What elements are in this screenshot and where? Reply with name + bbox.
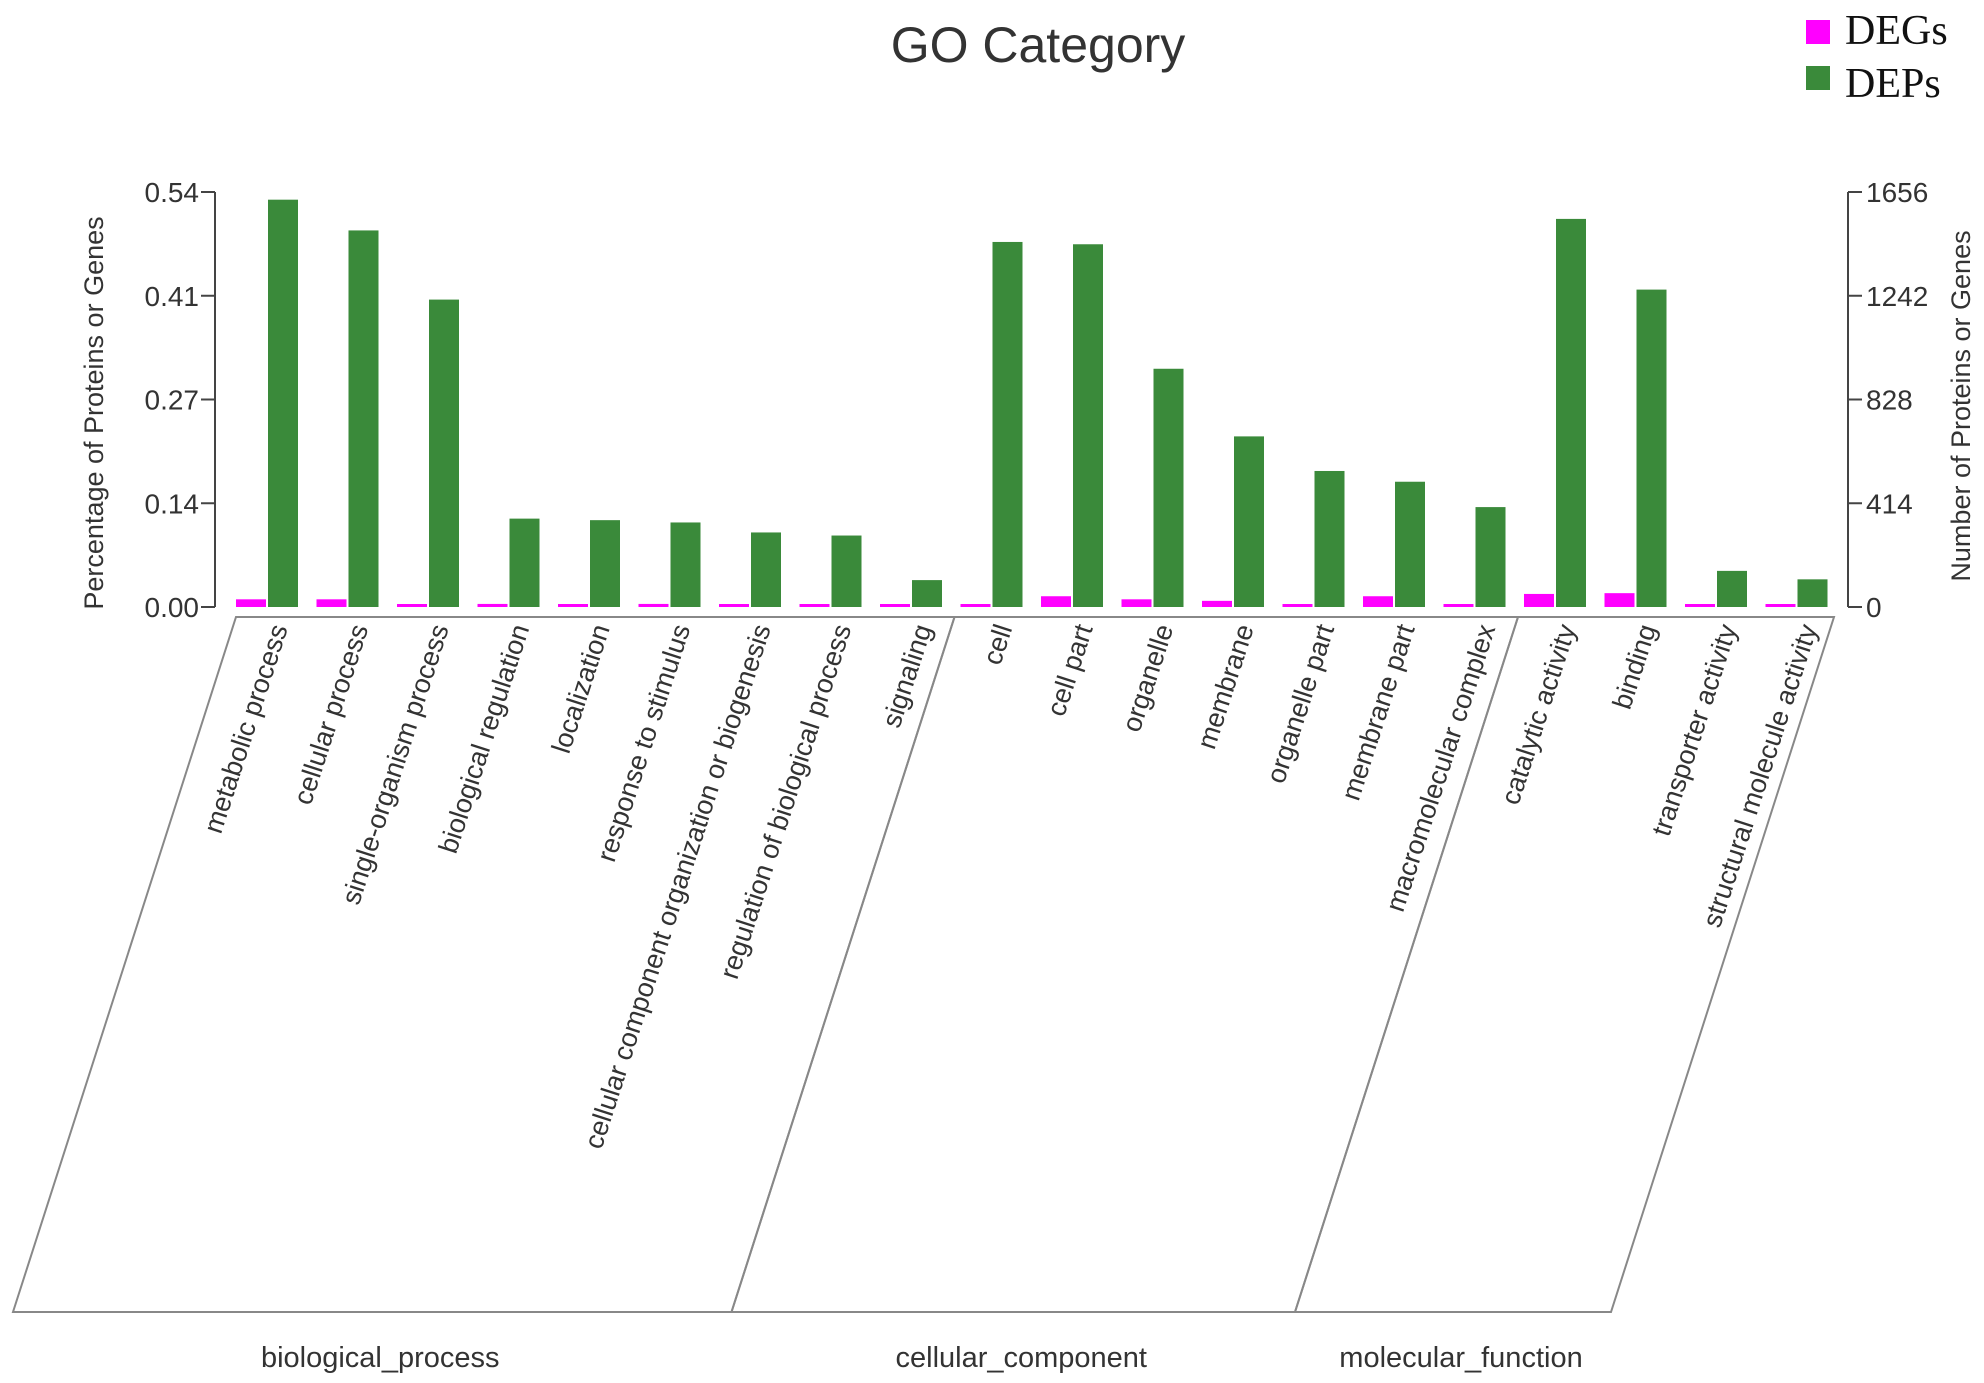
legend-swatch-degs <box>1806 20 1830 44</box>
bar-degs <box>1524 593 1554 607</box>
y-tick-label-right: 414 <box>1866 488 1913 519</box>
bar-deps <box>670 522 701 607</box>
y-tick-label-left: 0.14 <box>145 488 200 519</box>
group-frames: biological_process cellular_component mole… <box>11 616 1836 1374</box>
group-label-cellular_component: cellular_component <box>896 1342 1147 1374</box>
bar-degs <box>1041 596 1071 607</box>
axes: 0.00 0.14 0.27 0.41 0.54 0 414 828 1242 1656 <box>145 177 1929 623</box>
category-label: membrane part <box>1336 620 1421 804</box>
bar-degs <box>880 604 910 607</box>
category-label: localization <box>546 621 616 757</box>
bar-deps <box>1475 507 1506 607</box>
category-label: signaling <box>876 621 937 732</box>
bar-degs <box>960 604 991 607</box>
bar-deps <box>751 532 781 607</box>
legend-label-deps: DEPs <box>1845 61 1941 107</box>
bar-degs <box>1765 604 1796 607</box>
y-tick-label-left: 0.27 <box>145 385 200 416</box>
bar-degs <box>316 599 347 607</box>
group-frame-molecular_function <box>1293 616 1836 1313</box>
bar-degs <box>236 599 266 607</box>
bar-deps <box>1153 368 1184 607</box>
category-label: transporter activity <box>1646 620 1743 840</box>
group-label-biological_process: biological_process <box>261 1342 500 1374</box>
group-label-molecular_function: molecular_function <box>1339 1342 1582 1374</box>
category-label: cell part <box>1041 620 1099 720</box>
category-label: membrane <box>1191 621 1259 753</box>
bar-degs <box>1121 599 1152 607</box>
bar-degs <box>1443 604 1474 607</box>
bar-deps <box>268 199 298 607</box>
y-tick-label-left: 0.00 <box>145 592 200 623</box>
bar-degs <box>1604 593 1635 607</box>
legend-swatch-deps <box>1806 66 1830 90</box>
y-tick-label-right: 0 <box>1866 592 1882 623</box>
bars <box>236 199 1828 608</box>
category-label: metabolic process <box>198 621 294 837</box>
y-tick-label-right: 828 <box>1866 385 1913 416</box>
bar-degs <box>397 604 427 607</box>
bar-deps <box>1636 289 1667 607</box>
bar-deps <box>1797 579 1828 607</box>
bar-degs <box>1685 604 1715 607</box>
bar-degs <box>1202 600 1232 607</box>
bar-degs <box>1282 604 1313 607</box>
bar-deps <box>348 230 379 608</box>
bar-degs <box>638 603 669 607</box>
bar-degs <box>799 604 830 607</box>
legend-label-degs: DEGs <box>1845 8 1948 54</box>
bar-deps <box>509 518 540 607</box>
y-tick-label-left: 0.41 <box>145 281 200 312</box>
category-label: cellular process <box>288 621 374 809</box>
bar-degs <box>477 603 508 607</box>
bar-deps <box>1717 570 1747 607</box>
bar-degs <box>1363 596 1393 607</box>
y-tick-label-left: 0.54 <box>145 177 200 208</box>
chart-title: GO Category <box>891 17 1186 73</box>
bar-deps <box>1314 470 1345 607</box>
bar-deps <box>831 535 862 607</box>
bar-degs <box>558 604 588 607</box>
bar-deps <box>1395 481 1425 607</box>
bar-deps <box>590 520 620 607</box>
legend[interactable]: DEGs DEPs <box>1806 8 1948 107</box>
bar-degs <box>719 604 749 607</box>
category-label: biological regulation <box>433 621 535 857</box>
y-axis-title-right: Number of Proteins or Genes <box>1946 230 1976 581</box>
y-axis-title-left: Percentage of Proteins or Genes <box>79 216 109 609</box>
bar-deps <box>1073 244 1103 607</box>
category-label: binding <box>1607 621 1662 713</box>
y-tick-label-right: 1242 <box>1866 281 1928 312</box>
bar-deps <box>1234 436 1264 607</box>
category-label: organelle <box>1116 621 1179 736</box>
category-label: organelle part <box>1261 620 1341 787</box>
category-label: cell <box>977 621 1018 669</box>
bar-deps <box>992 241 1023 607</box>
bar-deps <box>912 580 942 607</box>
y-tick-label-right: 1656 <box>1866 177 1928 208</box>
bar-deps <box>1556 218 1586 608</box>
bar-deps <box>429 299 459 607</box>
